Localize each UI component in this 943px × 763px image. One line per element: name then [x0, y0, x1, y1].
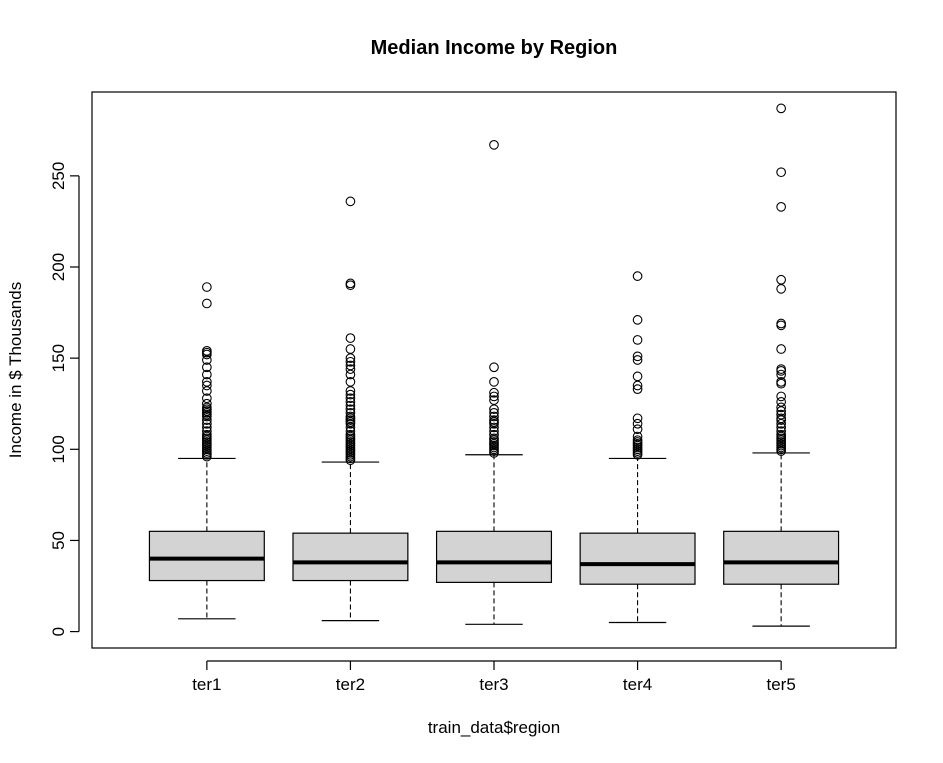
x-tick-label: ter3 — [479, 675, 508, 694]
x-tick-label: ter5 — [766, 675, 795, 694]
outlier-point — [776, 318, 786, 329]
y-tick-label: 100 — [49, 435, 68, 463]
outlier-point — [776, 409, 786, 420]
y-tick-label: 250 — [49, 162, 68, 190]
outlier-point — [489, 422, 499, 433]
y-axis-label: Income in $ Thousands — [6, 282, 25, 458]
outlier-point — [345, 393, 356, 404]
iqr-box — [435, 530, 553, 583]
y-tick-label: 0 — [49, 627, 68, 636]
outlier-point — [776, 413, 786, 424]
outlier-point — [489, 395, 499, 405]
outlier-point — [345, 364, 356, 374]
outlier-point — [632, 435, 643, 446]
outlier-point — [776, 103, 786, 114]
y-tick-label: 150 — [49, 344, 68, 372]
iqr-box — [579, 532, 696, 585]
outlier-point — [345, 404, 356, 415]
outlier-point — [776, 274, 786, 285]
box-ter4 — [579, 271, 696, 624]
iqr-box — [723, 530, 840, 585]
outlier-point — [776, 369, 786, 380]
outlier-point — [345, 400, 356, 411]
box-ter1 — [148, 282, 265, 620]
outlier-point — [776, 284, 786, 294]
outlier-point — [202, 426, 212, 436]
plot-frame — [91, 91, 897, 649]
outlier-point — [345, 407, 356, 418]
outlier-point — [776, 201, 786, 212]
outlier-point — [202, 429, 212, 440]
x-tick-label: ter2 — [336, 675, 365, 694]
outlier-point — [776, 376, 786, 387]
y-axis: 0 50 100 150 200 250 — [49, 162, 80, 636]
outlier-point — [632, 418, 643, 429]
outlier-point — [632, 315, 643, 325]
outlier-point — [776, 426, 786, 436]
outlier-point — [776, 167, 786, 178]
iqr-box — [292, 532, 409, 582]
outlier-point — [489, 391, 499, 402]
outlier-point — [489, 411, 499, 422]
outlier-point — [345, 196, 356, 207]
box-ter3 — [435, 140, 553, 625]
outlier-point — [202, 398, 212, 409]
outlier-point — [776, 429, 786, 440]
outlier-point — [202, 380, 212, 391]
outlier-point — [202, 422, 212, 433]
outlier-point — [776, 344, 786, 354]
outlier-point — [345, 278, 356, 289]
x-tick-label: ter4 — [623, 675, 652, 694]
outlier-point — [345, 389, 356, 400]
x-axis-label: train_data$region — [428, 718, 560, 737]
outlier-point — [632, 335, 643, 345]
outlier-point — [489, 387, 499, 398]
outlier-point — [202, 346, 212, 356]
outlier-point — [489, 433, 499, 444]
outlier-point — [202, 376, 212, 387]
box-ter2 — [292, 196, 409, 622]
outlier-point — [489, 429, 499, 440]
outlier-point — [202, 369, 212, 380]
outlier-point — [632, 384, 643, 394]
iqr-box — [148, 530, 265, 582]
outlier-point — [202, 362, 212, 373]
outlier-point — [345, 429, 356, 440]
outlier-point — [776, 397, 786, 407]
outlier-point — [202, 282, 212, 292]
outlier-point — [202, 393, 212, 404]
outlier-point — [632, 355, 643, 365]
outlier-point — [489, 362, 499, 373]
outlier-point — [776, 402, 786, 413]
outlier-point — [632, 351, 643, 362]
outlier-point — [345, 411, 356, 422]
outlier-point — [489, 376, 499, 387]
outlier-point — [632, 431, 643, 442]
outlier-point — [632, 413, 643, 424]
outlier-point — [489, 140, 499, 150]
x-tick-label: ter1 — [192, 675, 221, 694]
y-tick-label: 200 — [49, 253, 68, 281]
outlier-point — [489, 407, 499, 418]
chart-title: Median Income by Region — [371, 37, 618, 59]
outlier-point — [345, 344, 356, 354]
outlier-point — [345, 360, 356, 371]
outlier-point — [202, 298, 212, 309]
boxes-layer — [148, 103, 840, 627]
outlier-point — [776, 391, 786, 402]
y-tick-label: 50 — [49, 531, 68, 550]
outlier-point — [632, 424, 643, 435]
outlier-point — [345, 356, 356, 367]
outlier-point — [345, 397, 356, 407]
outlier-point — [489, 415, 499, 425]
x-axis: ter1 ter2 ter3 ter4 ter5 — [192, 660, 796, 694]
outlier-point — [632, 371, 643, 382]
box-ter5 — [723, 103, 840, 627]
outlier-point — [345, 333, 356, 343]
outlier-point — [776, 364, 786, 374]
outlier-point — [345, 376, 356, 387]
outlier-point — [632, 271, 643, 281]
